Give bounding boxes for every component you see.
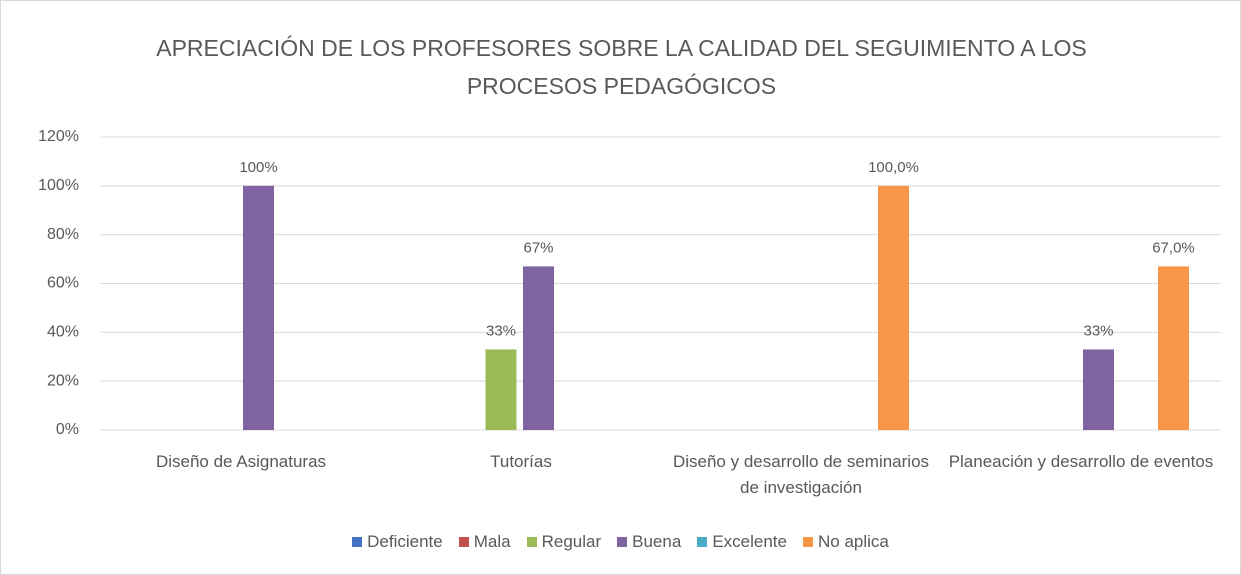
x-tick-label: Diseño de Asignaturas	[155, 452, 327, 471]
legend-swatch	[802, 537, 813, 547]
legend-swatch	[617, 537, 628, 547]
y-tick-label: 20%	[47, 372, 79, 389]
legend-swatch	[526, 537, 537, 547]
x-tick-label: Planeación y desarrollo de eventos	[948, 452, 1214, 471]
legend-label: Excelente	[712, 532, 787, 551]
y-tick-label: 80%	[47, 226, 79, 243]
bar	[878, 185, 909, 430]
x-tick-label: Diseño y desarrollo de seminarios de inv…	[672, 452, 930, 497]
legend-label: Deficiente	[367, 532, 443, 551]
legend-swatch	[458, 537, 469, 547]
legend-label: Regular	[541, 532, 602, 551]
data-label: 100%	[239, 159, 277, 176]
y-tick-label: 120%	[38, 128, 79, 145]
y-tick-label: 40%	[47, 324, 79, 341]
data-label: 67%	[523, 239, 553, 256]
data-label: 100,0%	[868, 159, 919, 176]
bar	[485, 349, 517, 430]
legend-item: Excelente	[697, 532, 787, 552]
legend-item: Deficiente	[352, 532, 443, 552]
x-tick-label: Tutorías	[490, 452, 552, 471]
y-tick-label: 0%	[56, 421, 79, 438]
bar	[1158, 266, 1189, 430]
chart-title: APRECIACIÓN DE LOS PROFESORES SOBRE LA C…	[156, 35, 1087, 99]
legend-item: Regular	[526, 532, 602, 552]
legend: Deficiente Mala Regular Buena Excelente No ap…	[1, 532, 1240, 552]
legend-item: Buena	[617, 532, 681, 552]
legend-item: No aplica	[802, 532, 889, 552]
y-tick-label: 60%	[47, 275, 79, 292]
data-label: 67,0%	[1152, 239, 1195, 256]
legend-label: Buena	[632, 532, 682, 551]
y-tick-label: 100%	[38, 177, 79, 194]
legend-label: No aplica	[817, 532, 889, 551]
data-label: 33%	[486, 322, 516, 339]
bar	[243, 185, 274, 430]
data-label: 33%	[1083, 322, 1113, 339]
legend-label: Mala	[473, 532, 511, 551]
legend-item: Mala	[458, 532, 511, 552]
bar	[1083, 349, 1114, 430]
legend-swatch	[352, 537, 363, 547]
legend-swatch	[697, 537, 708, 547]
bar	[523, 266, 554, 430]
